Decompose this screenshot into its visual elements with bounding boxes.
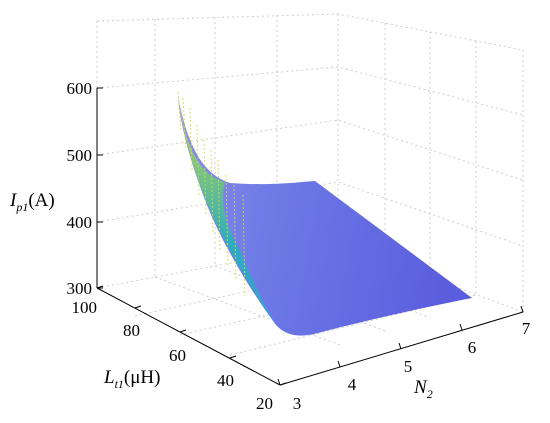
y-axis-line [96, 287, 281, 386]
grid-z-400-left [96, 181, 524, 247]
x-tick-label: 7 [522, 319, 531, 338]
x-axis-label: N2 [413, 377, 433, 401]
surface [178, 96, 472, 336]
z-tick-label: 300 [67, 279, 93, 298]
y-tick-label: 100 [72, 298, 98, 317]
y-axis: 100 80 60 40 20 Lt1(μH) [72, 285, 287, 413]
x-tick-label: 4 [348, 375, 357, 394]
y-tick-mark-80 [134, 305, 142, 309]
x-axis-label-sub: 2 [427, 387, 433, 401]
x-tick-label: 5 [404, 357, 413, 376]
x-axis: 3 4 5 6 7 N2 [277, 305, 531, 413]
z-axis: 600 500 400 300 Ip1(A) [9, 79, 103, 298]
x-tick-mark-4 [337, 360, 341, 368]
surface-mesh-strand [242, 194, 246, 297]
y-axis-label-sub: t1 [115, 377, 124, 391]
y-tick-label: 60 [169, 346, 186, 365]
x-tick-mark-3 [277, 378, 281, 386]
y-tick-label: 40 [217, 371, 234, 390]
y-tick-mark-60 [179, 329, 187, 333]
z-tick-label: 600 [67, 79, 93, 98]
y-tick-label: 20 [256, 394, 273, 413]
x-tick-mark-5 [398, 342, 402, 350]
surface-mesh-strand [189, 107, 193, 171]
surface-mesh-strand [217, 159, 221, 251]
z-axis-label: Ip1(A) [9, 190, 55, 214]
x-axis-label-main: N [413, 377, 428, 398]
z-axis-label-sub: p1 [15, 200, 28, 214]
surface-mesh-strand [182, 97, 187, 151]
surface-wall-strands [177, 91, 246, 297]
y-tick-mark-100 [96, 285, 104, 289]
z-tick-label: 400 [67, 213, 93, 232]
surface-mesh-strand [210, 149, 214, 233]
grid-z-500-left [96, 119, 524, 181]
x-tick-mark-6 [459, 323, 463, 331]
z-tick-label: 500 [67, 146, 93, 165]
x-axis-line [279, 311, 524, 386]
surface-mesh-strand [225, 174, 229, 267]
x-tick-label: 6 [468, 338, 477, 357]
surface-mesh-strand [203, 139, 207, 216]
z-axis-label-unit: (A) [28, 190, 54, 211]
y-tick-label: 80 [123, 321, 140, 340]
z-axis-label-main: I [9, 190, 18, 211]
y-axis-label-unit: (μH) [124, 367, 161, 388]
x-tick-label: 3 [293, 394, 302, 413]
y-tick-mark-40 [229, 355, 237, 359]
x-tick-mark-7 [520, 305, 524, 313]
grid-z-600-left [96, 66, 524, 116]
back-left-pane-edge [96, 13, 524, 51]
y-axis-label-main: L [103, 367, 115, 388]
surface-face [178, 96, 472, 336]
y-axis-label: Lt1(μH) [103, 367, 160, 391]
